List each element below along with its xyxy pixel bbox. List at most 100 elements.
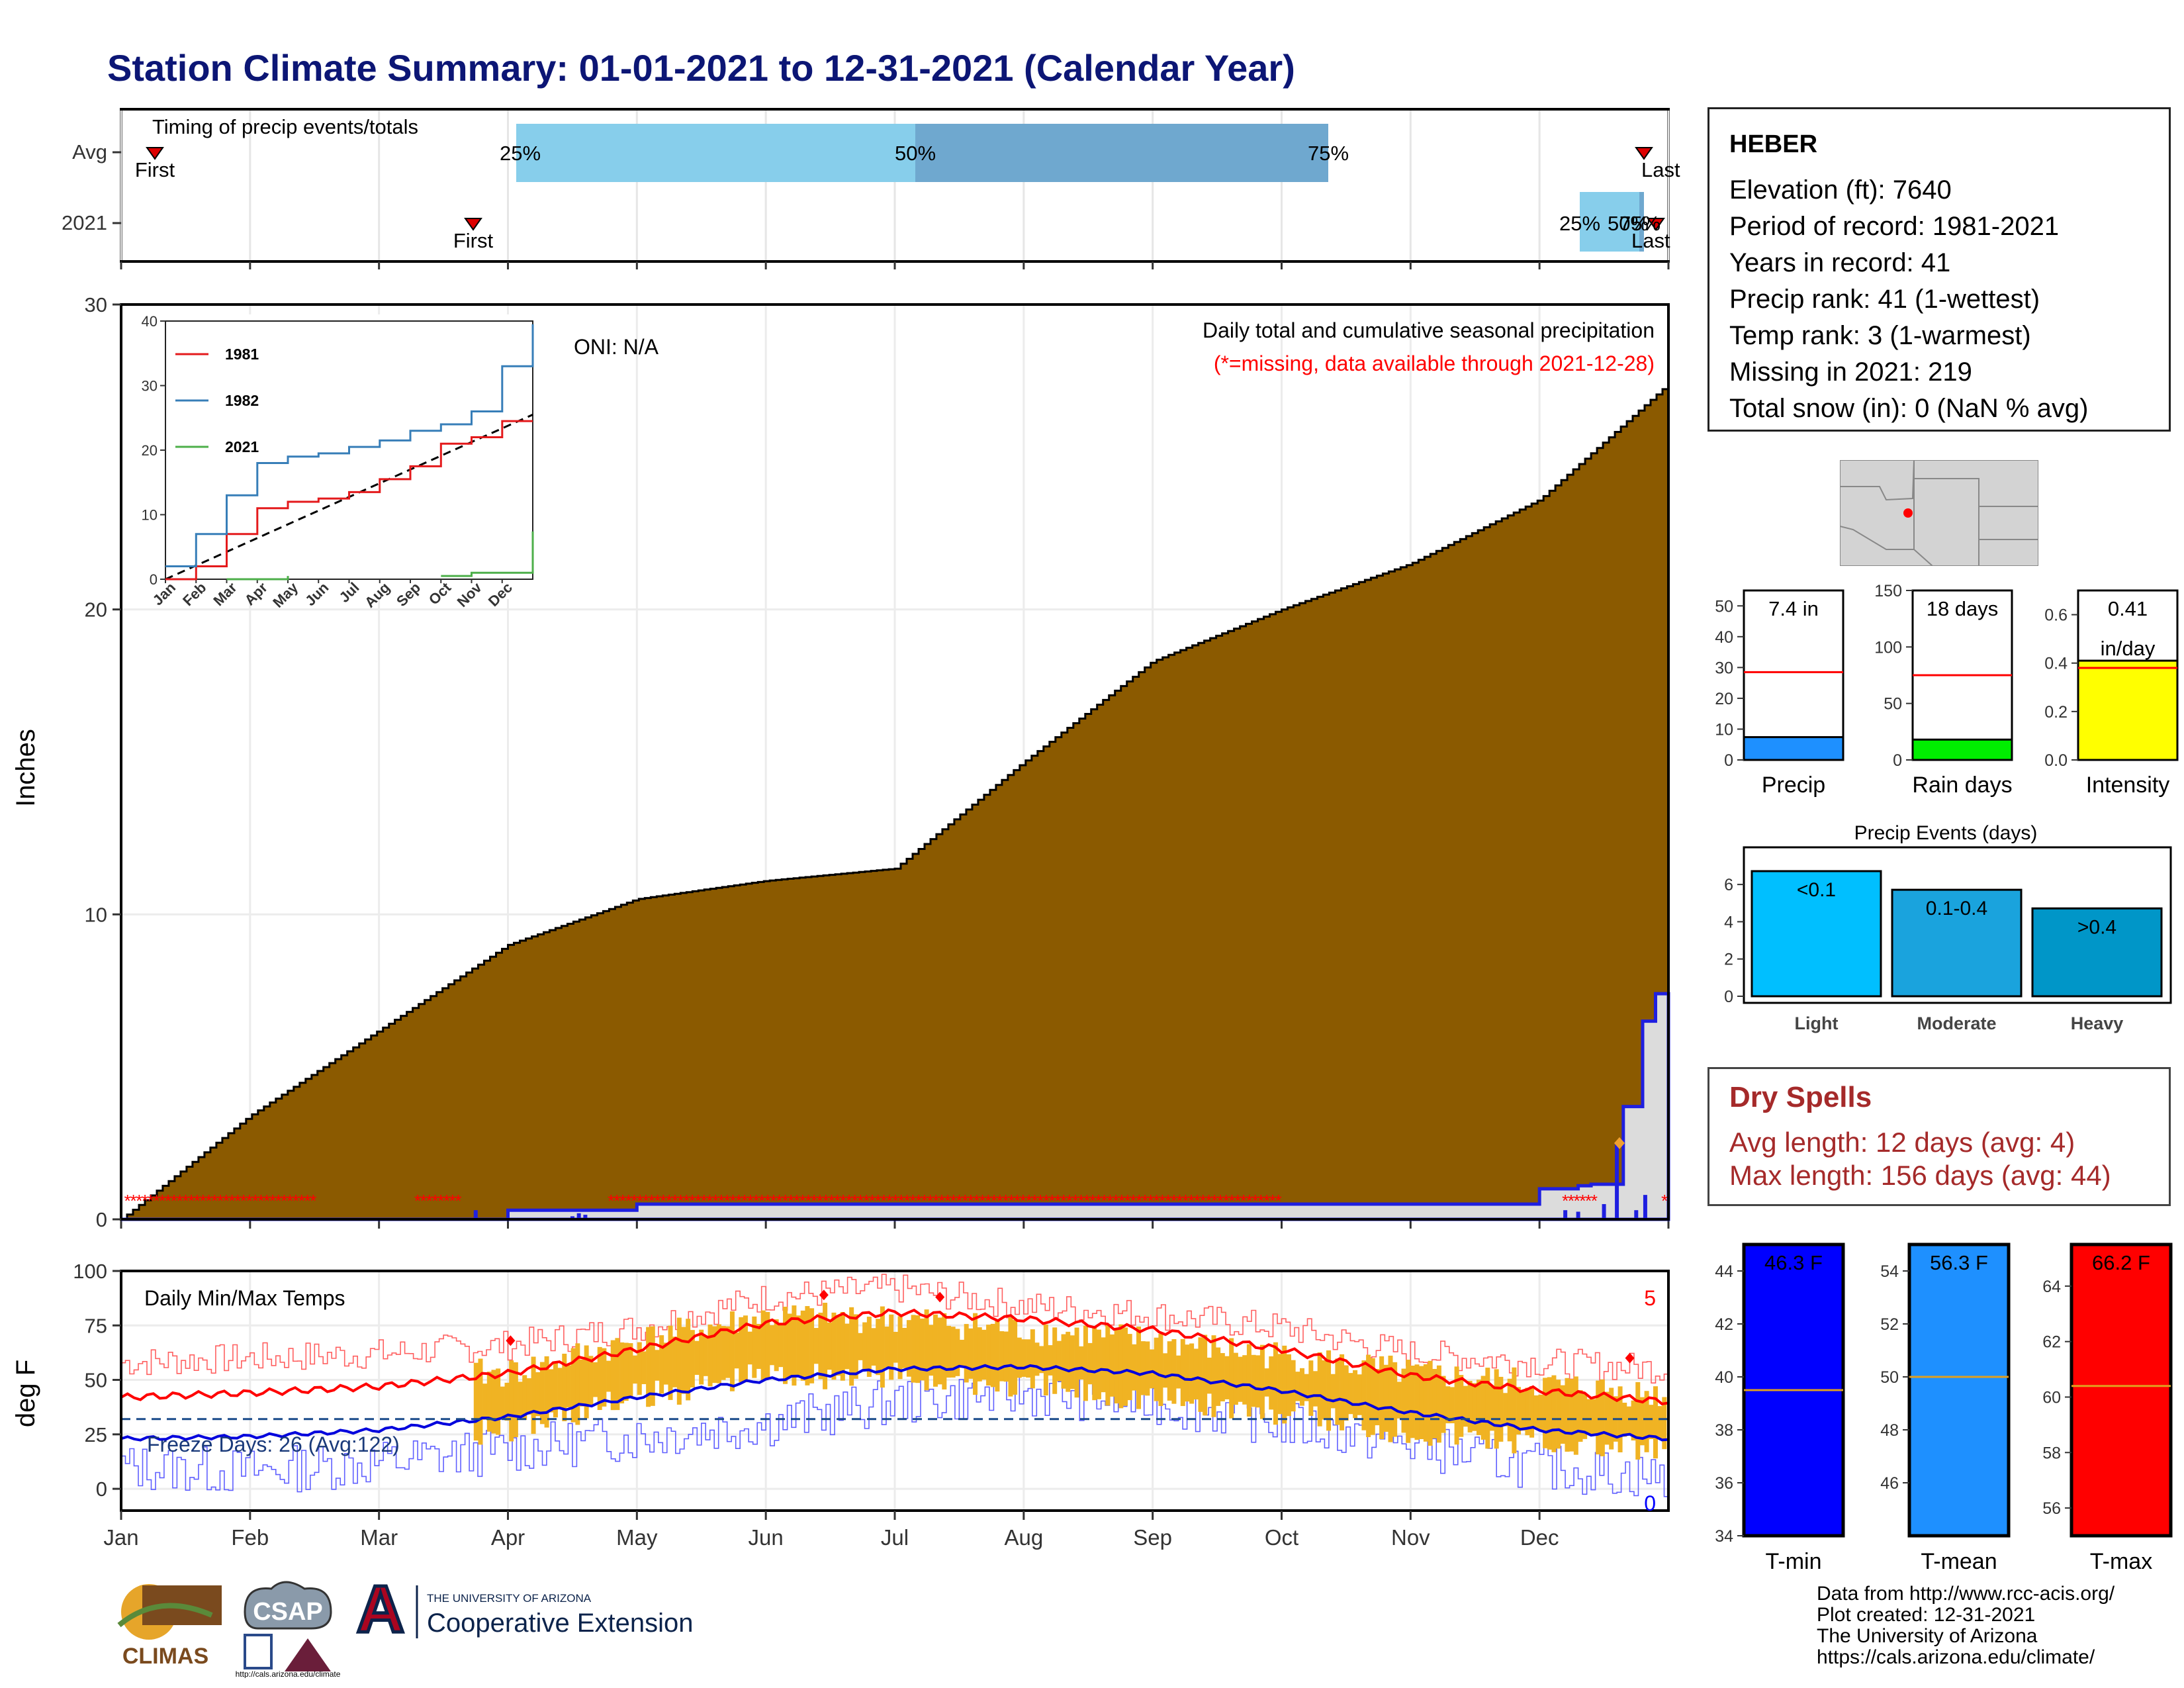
missing-marker: * [304,1191,310,1211]
daily-temp-bar [1396,1382,1402,1419]
daily-temp-bar [1171,1339,1177,1404]
daily-temp-bar [1286,1354,1291,1417]
gauge-value-label: 0.41 [2108,597,2148,620]
daily-temp-bar [553,1362,558,1418]
climas-text: CLIMAS [122,1644,208,1669]
precip-frame [120,303,1670,1221]
daily-temp-bar [796,1315,801,1376]
month-label: Jul [881,1525,909,1550]
daily-temp-bar [1357,1374,1362,1415]
daily-temp-bar [509,1360,514,1442]
daily-temp-bar [981,1329,987,1380]
daily-temp-bar [783,1307,788,1384]
y2021-q50-label: 50% [1608,212,1649,235]
missing-marker: * [414,1191,421,1211]
y2021-last-marker [1647,218,1665,231]
daily-temp-bar [876,1319,881,1376]
missing-marker: * [1251,1191,1258,1211]
climas-swoosh [117,1603,213,1628]
missing-marker: * [643,1191,649,1211]
daily-temp-bar [1105,1325,1111,1406]
daily-temp-bar [1392,1362,1398,1437]
daily-temp-bar [968,1328,974,1379]
daily-temp-bar [1609,1387,1614,1450]
daily-temp-bar [973,1313,978,1395]
daily-temp-bar [478,1358,483,1445]
missing-marker: * [1020,1191,1026,1211]
daily-temp-bar [1343,1365,1349,1421]
missing-marker: * [194,1191,201,1211]
daily-temp-bar [770,1325,775,1366]
missing-marker: * [1205,1191,1212,1211]
missing-marker: * [903,1191,910,1211]
missing-marker: * [741,1191,748,1211]
oni-label: ONI: N/A [574,335,659,359]
daily-temp-bar [999,1331,1005,1382]
daily-temp-bar [1043,1324,1048,1396]
station-location-dot [1903,508,1913,518]
missing-marker: * [678,1191,684,1211]
missing-marker: * [1574,1191,1580,1211]
daily-temp-bar [1034,1342,1040,1376]
gauge-tick-label: 100 [1874,638,1902,657]
timing-row-2021: 2021 [62,211,107,234]
missing-marker: * [1031,1191,1038,1211]
daily-temp-bar [889,1314,894,1380]
missing-marker: * [794,1191,800,1211]
daily-temp-bar [1122,1327,1128,1406]
avg-last-marker [1635,147,1653,160]
daily-temp-bar [897,1316,903,1380]
daily-temp-bar [602,1348,607,1407]
gauge-tick-label: 50 [1884,695,1902,714]
daily-temp-bar [1163,1353,1168,1388]
missing-marker: * [834,1191,841,1211]
daily-temp-bar [1056,1340,1062,1382]
temp-bar-tick-label: 50 [1880,1368,1899,1387]
inset-series-2021 [226,531,534,581]
missing-marker: * [1072,1191,1079,1211]
precip-ytick-label: 30 [85,293,107,316]
missing-marker: * [1159,1191,1165,1211]
avg-max-temp-line [120,1308,1669,1406]
daily-temp-bar [1096,1329,1101,1399]
daily-temp-bar [1101,1337,1106,1393]
daily-temp-bar [1269,1356,1274,1410]
daily-temp-bar [946,1325,952,1378]
y2021-q25-label: 25% [1559,212,1600,235]
missing-marker: * [263,1191,270,1211]
missing-marker: * [915,1191,922,1211]
missing-marker: * [182,1191,189,1211]
missing-marker: * [159,1191,165,1211]
missing-marker: * [799,1191,806,1211]
missing-marker: * [1136,1191,1142,1211]
missing-marker: * [938,1191,945,1211]
daily-temp-bar [659,1335,664,1394]
station-line-snow: Total snow (in): 0 (NaN % avg) [1729,394,2089,423]
missing-marker: * [188,1191,195,1211]
daily-temp-bar [1366,1354,1371,1438]
missing-marker: * [1037,1191,1044,1211]
daily-temp-bar [1313,1371,1318,1407]
missing-marker: * [1107,1191,1113,1211]
daily-temp-bar [1066,1331,1071,1392]
daily-temp-bar [619,1342,625,1404]
missing-marker: * [701,1191,707,1211]
temp-bar-tick-label: 58 [2042,1444,2061,1462]
missing-marker: * [1124,1191,1131,1211]
daily-temp-bar [1154,1337,1159,1401]
month-label: May [616,1525,658,1550]
temp-bar-tick-label: 48 [1880,1421,1899,1440]
avg-q50-q75-box [915,124,1328,182]
logos: CLIMAS CSAP http://cals.arizona.edu/clim… [117,1579,693,1678]
daily-temp-bar [535,1372,541,1417]
csap-mountain [285,1638,331,1671]
daily-temp-bar [531,1356,536,1434]
daily-temp-bar [570,1348,576,1423]
timing-row-avg: Avg [72,140,107,164]
daily-temp-bar [906,1320,911,1377]
locator-map [1840,460,2038,566]
temp-ytick-label: 0 [96,1477,107,1501]
daily-temp-bar [919,1318,925,1381]
missing-marker: * [689,1191,696,1211]
